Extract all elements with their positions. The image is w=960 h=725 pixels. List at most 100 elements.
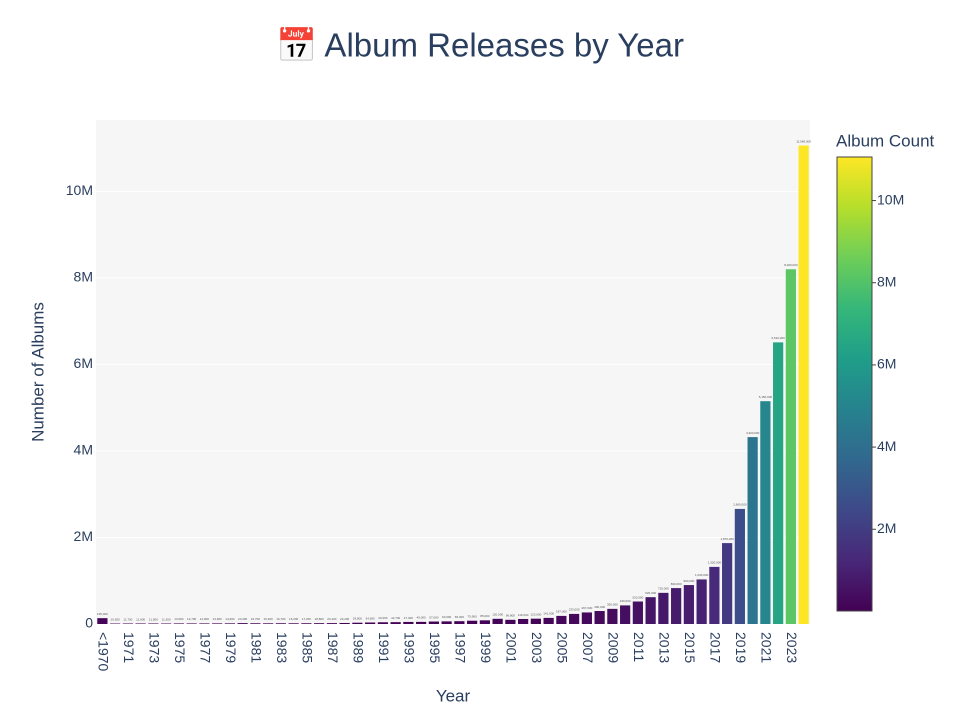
x-tick-label: 2003 (529, 632, 545, 663)
bar (556, 616, 566, 624)
x-tick-label: 1973 (147, 632, 163, 663)
bar (212, 623, 222, 624)
x-tick-label: 1987 (325, 632, 341, 663)
bar (467, 621, 477, 624)
bar (199, 623, 209, 624)
bar (569, 614, 579, 624)
x-tick-label: 1985 (300, 632, 316, 663)
data-label: 12,900 (200, 617, 210, 621)
data-label: 20,300 (238, 617, 248, 621)
x-tick-label: 1971 (121, 632, 137, 663)
bar (454, 621, 464, 624)
colorbar-title: Album Count (836, 131, 935, 150)
x-tick-label: <1970 (96, 632, 112, 672)
bar (633, 602, 643, 624)
data-label: 57,000 (429, 615, 439, 619)
bar (238, 623, 248, 624)
y-tick-label: 8M (74, 269, 93, 285)
data-label: 900,000 (683, 579, 694, 583)
bar (365, 623, 375, 624)
bar (697, 579, 707, 624)
bar (263, 623, 273, 624)
bar (595, 611, 605, 624)
data-label: 10,500 (111, 617, 121, 621)
bar (480, 620, 490, 624)
bar (505, 620, 515, 624)
bar (136, 623, 146, 624)
x-tick-label: 2023 (784, 632, 800, 663)
data-label: 13,000 (174, 617, 184, 621)
x-tick-label: 2009 (606, 632, 622, 663)
data-label: 42,700 (391, 616, 401, 620)
data-label: 12,700 (187, 617, 197, 621)
data-label: 141,000 (543, 612, 554, 616)
data-label: 300,000 (594, 605, 605, 609)
data-label: 16,700 (251, 617, 261, 621)
bar (493, 619, 503, 624)
data-label: 11,700 (123, 617, 132, 621)
bar (378, 622, 388, 624)
x-tick-label: 1979 (223, 632, 239, 663)
data-label: 20,100 (327, 617, 337, 621)
x-axis-title: Year (436, 686, 471, 705)
data-label: 233,000 (569, 608, 580, 612)
data-label: 65,000 (455, 615, 465, 619)
colorbar-tick-label: 2M (877, 520, 896, 536)
x-tick-label: 1997 (453, 632, 469, 663)
data-label: 23,200 (340, 617, 350, 621)
bar (187, 623, 197, 624)
data-label: 47,300 (404, 616, 414, 620)
data-label: 14,600 (225, 617, 235, 621)
x-tick-label: 1999 (478, 632, 494, 663)
bar (174, 623, 184, 624)
bar (684, 585, 694, 624)
bar (544, 618, 554, 624)
x-tick-label: 1983 (274, 632, 290, 663)
colorbar-tick-label: 6M (877, 356, 896, 372)
data-label: 85,000 (480, 614, 490, 618)
bar (327, 623, 337, 624)
data-label: 11,900 (136, 617, 145, 621)
bar (276, 623, 286, 624)
data-label: 8,200,000 (784, 263, 798, 267)
bar (416, 622, 426, 624)
x-tick-label: 2005 (555, 632, 571, 663)
x-tick-label: 1977 (198, 632, 214, 663)
bar (671, 588, 681, 624)
x-tick-label: 2001 (504, 632, 520, 663)
data-label: 40,000 (378, 616, 388, 620)
y-tick-label: 4M (74, 442, 93, 458)
chart-title: 📅 Album Releases by Year (276, 27, 684, 64)
data-label: 430,000 (620, 599, 631, 603)
data-label: 60,600 (442, 615, 452, 619)
x-tick-label: 2011 (631, 632, 647, 662)
x-tick-label: 1975 (172, 632, 188, 663)
bar (314, 623, 324, 624)
colorbar-tick-label: 10M (877, 191, 904, 207)
bar (709, 567, 719, 624)
x-tick-label: 1981 (249, 632, 265, 663)
bar (722, 543, 732, 624)
data-label: 11,060,000 (796, 139, 811, 143)
data-label: 75,900 (468, 615, 478, 619)
x-tick-label: 2019 (733, 632, 749, 663)
bar (646, 597, 656, 624)
colorbar-tick-label: 4M (877, 438, 896, 454)
data-label: 116,000 (518, 613, 529, 617)
bar (799, 146, 809, 624)
data-label: 267,000 (581, 606, 592, 610)
data-label: 15,400 (264, 617, 274, 621)
data-label: 17,200 (302, 617, 312, 621)
x-tick-label: 2007 (580, 632, 596, 663)
data-label: 620,000 (645, 591, 656, 595)
bar (403, 622, 413, 624)
data-label: 720,000 (658, 587, 669, 591)
bar (289, 623, 299, 624)
data-label: 29,800 (353, 617, 363, 621)
bar (760, 401, 770, 624)
bar (658, 593, 668, 624)
x-tick-label: 1993 (402, 632, 418, 663)
y-tick-label: 0 (85, 615, 93, 631)
y-axis-title: Number of Albums (28, 302, 47, 442)
